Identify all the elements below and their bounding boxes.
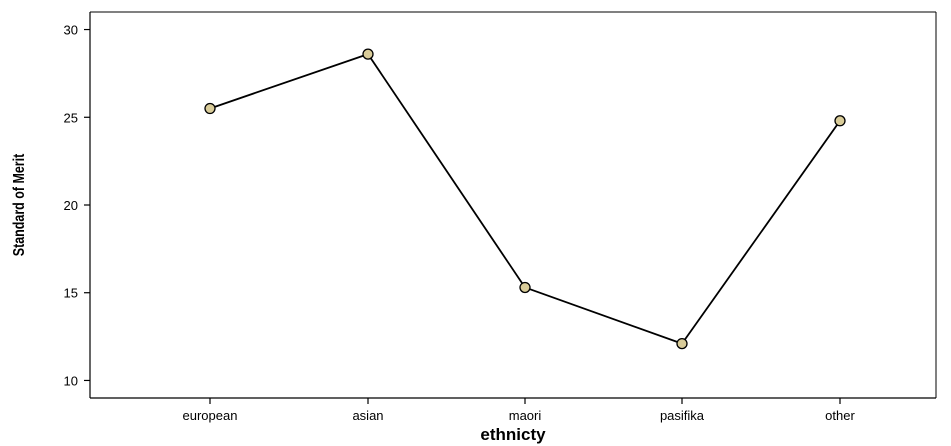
y-tick-label: 10: [64, 373, 78, 388]
y-tick-label: 25: [64, 110, 78, 125]
series-layer: [204, 48, 846, 350]
plot-area: [89, 11, 937, 399]
data-point: [362, 48, 374, 60]
x-tick-label: european: [183, 408, 238, 423]
y-axis-ticks: 10 15 20 25 30: [64, 23, 90, 388]
y-tick-label: 15: [64, 286, 78, 301]
x-tick-label: maori: [509, 408, 542, 423]
x-axis-ticks: european asian maori pasifika other: [183, 398, 855, 423]
x-tick-label: pasifika: [660, 408, 705, 423]
data-point: [204, 102, 216, 115]
data-point: [834, 115, 846, 127]
x-axis-title: ethnicty: [480, 425, 546, 444]
x-tick-label: other: [825, 408, 855, 423]
y-tick-label: 20: [64, 198, 78, 213]
x-tick-label: asian: [352, 408, 383, 423]
y-axis-title: Standard of Merit: [11, 154, 29, 257]
data-point: [519, 281, 531, 294]
data-point: [676, 337, 688, 350]
y-tick-label: 30: [64, 23, 78, 38]
series-line: [209, 53, 841, 345]
